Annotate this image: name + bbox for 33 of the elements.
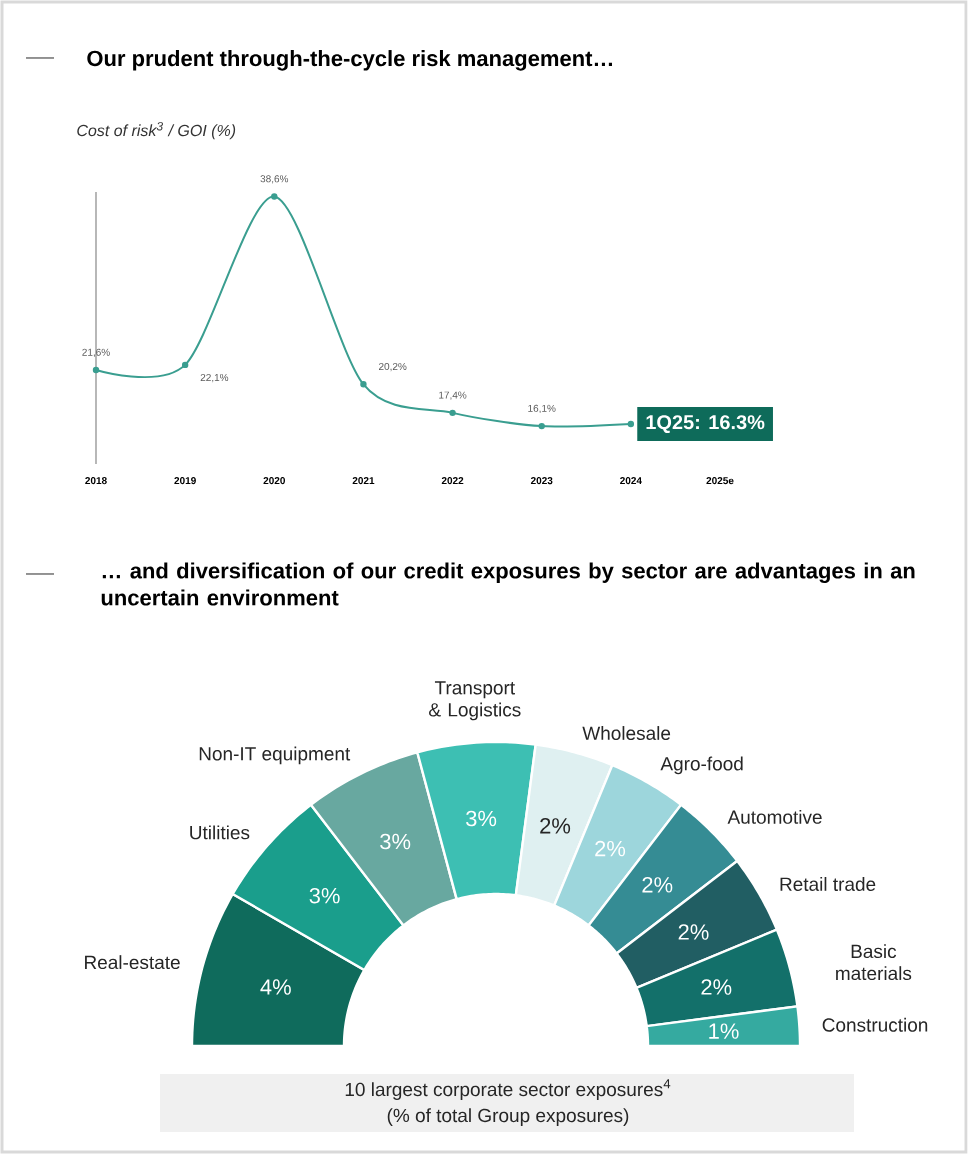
chart-title: … and diversification of our credit exposures by sector are advantages in an uncertain environment	[101, 562, 915, 606]
data-label: 4%	[260, 979, 291, 995]
data-label: 2%	[540, 818, 571, 834]
slice-label: Transport & Logistics	[429, 681, 521, 721]
point	[92, 366, 100, 374]
point	[271, 193, 278, 200]
point	[538, 422, 545, 430]
data-label: 3%	[466, 810, 497, 827]
text: 10 largest corporate sector exposures$^{4}$	[345, 1079, 671, 1100]
data-label: 3%	[309, 887, 340, 904]
data-label: 2%	[678, 924, 709, 940]
point	[627, 420, 635, 428]
data-label: 2%	[595, 840, 626, 857]
slice-label: Basic materials	[836, 944, 912, 981]
slice-label: Non-IT equipment	[199, 746, 351, 765]
data-label: 2%	[642, 877, 673, 893]
slice-label: Construction	[822, 1017, 928, 1032]
text: (% of total Group exposures)	[387, 1108, 629, 1126]
slice-label: Real-estate	[85, 955, 180, 970]
data-label: 2%	[701, 979, 732, 995]
slice-label: Agro-food	[660, 756, 743, 775]
point	[360, 381, 367, 388]
chart-title: Our prudent through-the-cycle risk management…	[87, 50, 612, 71]
slice-label: Automotive	[727, 809, 822, 824]
data-label: 1%	[709, 1023, 739, 1039]
slice-label: Wholesale	[582, 726, 671, 741]
slice-label: Retail trade	[780, 877, 876, 891]
data-label: 3%	[380, 833, 411, 850]
annotation: 1Q25: 16.3%	[646, 415, 765, 434]
point	[449, 409, 456, 417]
point	[181, 361, 189, 369]
y-axis-title: Cost of risk$^{3}$ / GOI (%)	[77, 121, 236, 140]
slice-label: Utilities	[190, 825, 250, 840]
